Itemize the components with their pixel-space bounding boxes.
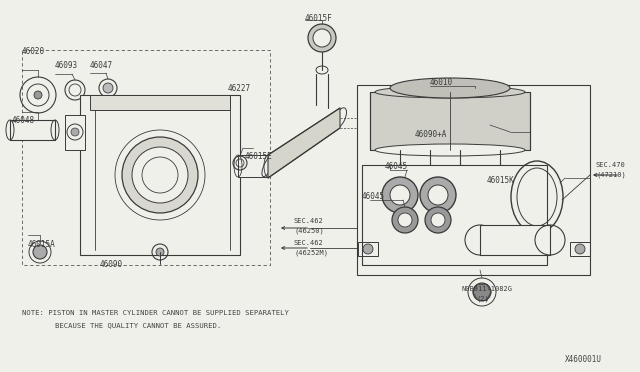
Bar [362,165,547,265]
Circle shape [313,29,331,47]
Ellipse shape [375,144,525,156]
Text: 46010: 46010 [430,78,453,87]
Text: SEC.462: SEC.462 [294,218,324,224]
Text: (46252M): (46252M) [294,250,328,257]
Bar [10,120,55,140]
Circle shape [132,147,188,203]
Bar [357,85,590,275]
Text: NOTE: PISTON IN MASTER CYLINDER CANNOT BE SUPPLIED SEPARATELY: NOTE: PISTON IN MASTER CYLINDER CANNOT B… [22,310,289,316]
Text: 46093: 46093 [55,61,78,70]
Bar [370,92,530,150]
Circle shape [431,213,445,227]
Bar [65,115,85,150]
Circle shape [398,213,412,227]
Bar [480,225,550,255]
Text: 46045: 46045 [385,162,408,171]
Text: N0B911-1082G: N0B911-1082G [462,286,513,292]
Text: (46250): (46250) [294,228,324,234]
Circle shape [390,185,410,205]
Circle shape [363,244,373,254]
Circle shape [156,248,164,256]
Text: 46015K: 46015K [487,176,515,185]
Bar [80,95,240,255]
Circle shape [428,185,448,205]
Text: 46090: 46090 [100,260,123,269]
Text: 46045: 46045 [362,192,385,201]
Circle shape [103,83,113,93]
Text: 46047: 46047 [90,61,113,70]
Text: 46090+A: 46090+A [415,130,447,139]
Text: X460001U: X460001U [565,355,602,364]
Text: 46015F: 46015F [305,14,333,23]
Text: 46020: 46020 [22,47,45,56]
Bar [570,242,590,256]
Ellipse shape [375,86,525,98]
Circle shape [34,91,42,99]
Circle shape [425,207,451,233]
Text: 46015A: 46015A [28,240,56,249]
Polygon shape [268,108,340,178]
Text: BECAUSE THE QUALITY CANNOT BE ASSURED.: BECAUSE THE QUALITY CANNOT BE ASSURED. [55,322,221,328]
Circle shape [382,177,418,213]
Bar [22,50,270,265]
Circle shape [308,24,336,52]
Circle shape [33,245,47,259]
Text: SEC.462: SEC.462 [294,240,324,246]
Bar [238,155,268,177]
Text: 46048: 46048 [12,116,35,125]
Text: 46015E: 46015E [245,152,273,161]
Ellipse shape [390,78,510,98]
Circle shape [420,177,456,213]
Text: (47210): (47210) [596,172,626,179]
Circle shape [122,137,198,213]
Bar [358,242,378,256]
Circle shape [575,244,585,254]
Bar [90,95,230,110]
Circle shape [392,207,418,233]
Text: (2): (2) [476,296,489,302]
Circle shape [71,128,79,136]
Text: SEC.470: SEC.470 [596,162,626,168]
Circle shape [473,283,491,301]
Text: 46227: 46227 [228,84,251,93]
